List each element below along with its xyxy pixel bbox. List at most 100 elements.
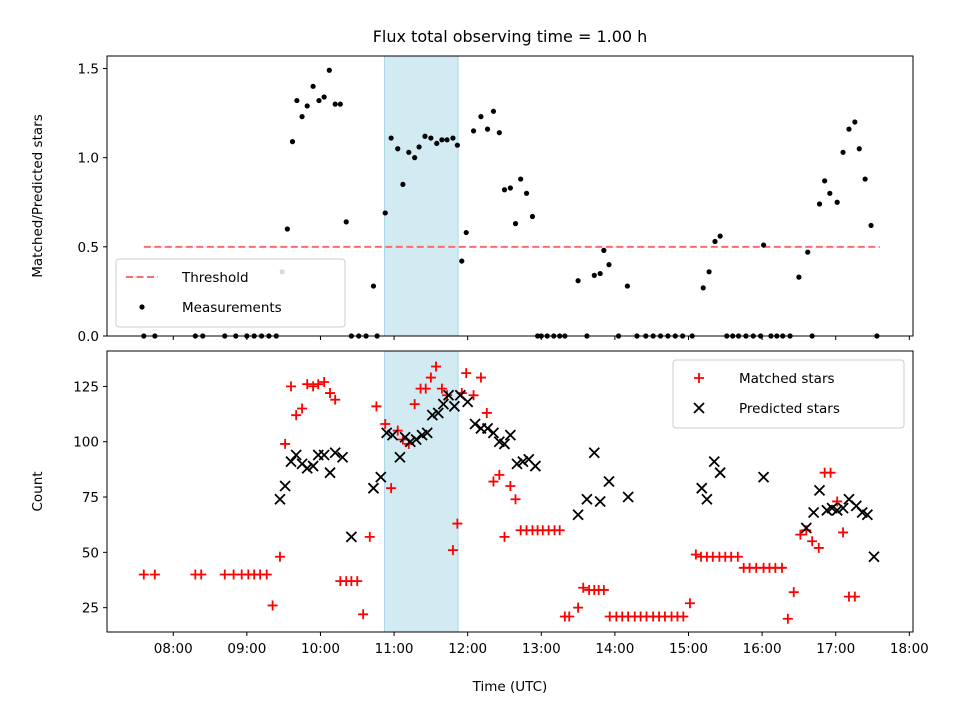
data-point — [367, 482, 380, 494]
data-point — [274, 493, 286, 505]
data-point — [490, 108, 497, 114]
data-point — [422, 133, 428, 139]
data-point — [442, 390, 453, 401]
data-point — [450, 135, 456, 141]
y-tick-label: 0.0 — [78, 329, 99, 345]
data-point — [529, 213, 536, 220]
data-point — [861, 509, 873, 521]
data-point — [149, 569, 160, 580]
data-point — [426, 409, 438, 421]
data-point — [302, 379, 313, 390]
data-point — [316, 97, 322, 104]
data-point — [701, 493, 713, 505]
data-point — [416, 144, 422, 150]
highlight-span — [383, 55, 459, 337]
data-point — [484, 126, 491, 132]
data-point — [529, 460, 542, 472]
data-point — [856, 146, 862, 152]
data-point — [588, 447, 600, 459]
data-point — [406, 149, 412, 155]
data-point — [352, 576, 363, 587]
data-point — [684, 598, 695, 609]
data-point — [280, 438, 291, 449]
data-point — [447, 545, 458, 556]
data-point — [468, 390, 479, 401]
data-point — [345, 531, 358, 543]
legend-marker — [693, 402, 705, 414]
plot-frame — [106, 350, 914, 633]
legend: Threshold Measurements — [115, 258, 346, 328]
data-point — [488, 476, 499, 487]
data-point — [381, 427, 393, 439]
data-point — [388, 135, 394, 141]
data-point — [410, 433, 422, 446]
data-point — [706, 269, 712, 275]
data-point — [310, 83, 316, 89]
y-tick-label: 100 — [73, 435, 99, 451]
x-tick-label: 18:00 — [890, 641, 929, 657]
data-point — [461, 368, 472, 379]
data-point — [304, 103, 310, 109]
data-point — [499, 531, 510, 542]
data-point — [496, 130, 502, 136]
y-tick-label: 25 — [82, 601, 99, 617]
x-tick-label: 09:00 — [227, 641, 266, 657]
x-tick-label: 13:00 — [522, 641, 561, 657]
data-point — [512, 221, 519, 227]
x-tick-label: 11:00 — [375, 641, 414, 657]
data-point — [301, 462, 313, 474]
x-tick-label: 08:00 — [154, 641, 193, 657]
data-point — [838, 527, 849, 538]
data-point — [332, 101, 338, 107]
data-point — [321, 94, 327, 100]
data-point — [267, 600, 278, 611]
legend-label: Predicted stars — [739, 401, 840, 417]
data-point — [708, 455, 720, 468]
data-point — [481, 422, 494, 435]
data-point — [291, 410, 302, 421]
data-point — [840, 149, 846, 155]
data-point — [434, 140, 440, 146]
x-tick-label: 14:00 — [595, 641, 634, 657]
data-point — [452, 518, 463, 529]
data-point — [319, 376, 330, 387]
data-point — [358, 609, 369, 620]
series-predicted-stars — [274, 389, 880, 563]
y-tick-label: 75 — [82, 490, 99, 506]
data-point — [431, 361, 442, 372]
data-point — [337, 101, 343, 107]
data-point — [622, 491, 634, 503]
data-point — [470, 128, 477, 134]
data-point — [439, 137, 445, 143]
data-point — [591, 272, 597, 278]
data-point — [573, 602, 584, 613]
legend-box — [115, 258, 346, 328]
data-point — [598, 584, 609, 595]
data-point — [776, 562, 787, 573]
data-point — [834, 199, 840, 205]
data-point — [324, 467, 336, 479]
data-point — [507, 185, 513, 191]
data-point — [511, 458, 523, 470]
y-tick-label: 1.0 — [78, 151, 99, 167]
legend-label: Measurements — [182, 300, 282, 316]
data-point — [307, 460, 319, 472]
data-point — [510, 494, 521, 505]
data-point — [261, 569, 272, 580]
data-point — [782, 613, 793, 624]
data-point — [800, 522, 812, 534]
data-point — [606, 262, 612, 268]
data-point — [400, 181, 406, 188]
data-point — [478, 114, 484, 120]
data-point — [505, 480, 516, 491]
data-point — [469, 418, 481, 430]
data-point — [436, 383, 447, 394]
data-point — [330, 394, 341, 405]
data-point — [386, 483, 397, 494]
data-point — [868, 551, 880, 563]
data-point — [852, 119, 858, 125]
data-point — [412, 155, 418, 161]
data-point — [732, 551, 743, 562]
legend: Matched stars Predicted stars — [672, 359, 905, 429]
